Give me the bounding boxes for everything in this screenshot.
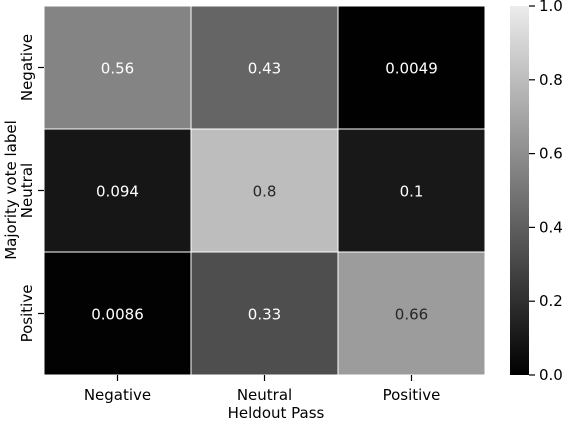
colorbar-tick-label: 0.2	[539, 292, 563, 310]
x-tick-label: Neutral	[237, 386, 292, 404]
heatmap-cell	[190, 128, 339, 253]
x-axis-ticks: Negative Neutral Positive	[84, 375, 441, 404]
heatmap-cell	[190, 5, 339, 130]
cell-value-label: 0.8	[253, 183, 277, 201]
y-tick-label: Negative	[18, 34, 36, 101]
colorbar-tick-label: 1.0	[539, 0, 563, 15]
heatmap-cells: 0.56 0.43 0.0049 0.094 0.8 0.1 0.0086 0.33 0.66	[43, 5, 486, 376]
x-tick-label: Negative	[84, 386, 151, 404]
y-tick-label: Neutral	[18, 163, 36, 218]
colorbar: 0.0 0.2 0.4 0.6 0.8 1.0	[510, 0, 563, 384]
cell-value-label: 0.56	[101, 60, 134, 78]
heatmap-cell	[190, 251, 339, 376]
x-axis-label: Heldout Pass	[228, 404, 325, 422]
cell-value-label: 0.0049	[385, 60, 438, 78]
cell-value-label: 0.33	[248, 306, 281, 324]
y-axis-label: Majority vote label	[2, 120, 20, 260]
colorbar-gradient	[510, 6, 529, 375]
heatmap-cell	[43, 5, 192, 130]
colorbar-tick-label: 0.4	[539, 218, 563, 236]
y-tick-label: Positive	[18, 285, 36, 343]
colorbar-tick-label: 0.6	[539, 145, 563, 163]
colorbar-tick-label: 0.8	[539, 71, 563, 89]
cell-value-label: 0.43	[248, 60, 281, 78]
heatmap-cell	[337, 128, 486, 253]
cell-value-label: 0.0086	[91, 306, 144, 324]
y-axis-ticks: Negative Neutral Positive	[18, 34, 44, 343]
heatmap-cell	[43, 128, 192, 253]
cell-value-label: 0.094	[96, 183, 139, 201]
x-tick-label: Positive	[383, 386, 441, 404]
cell-value-label: 0.1	[400, 183, 424, 201]
colorbar-tick-label: 0.0	[539, 366, 563, 384]
cell-value-label: 0.66	[395, 306, 428, 324]
heatmap-cell	[337, 5, 486, 130]
